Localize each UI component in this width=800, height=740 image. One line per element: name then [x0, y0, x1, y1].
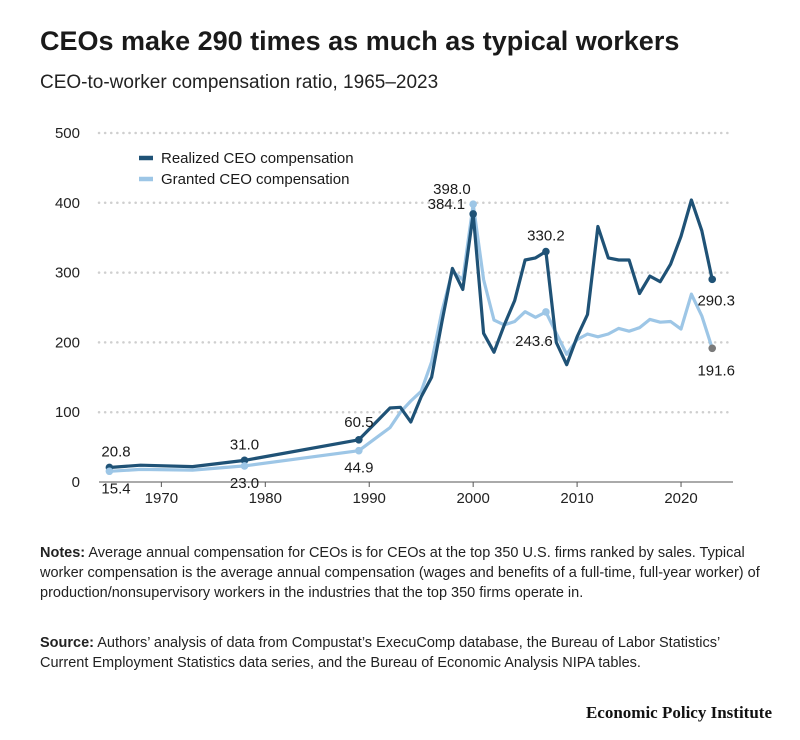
granted-series-line: [107, 202, 714, 473]
marker-realized-1989: [355, 435, 363, 444]
marker-realized-2023: [708, 275, 717, 284]
x-tick-label-1970: 1970: [145, 490, 178, 507]
x-tick-label-1990: 1990: [353, 490, 386, 507]
marker-realized-2000: [469, 210, 477, 218]
notes: Notes: Average annual compensation for C…: [40, 543, 765, 603]
data-label-20.8: 20.8: [101, 443, 130, 460]
data-label-330.2: 330.2: [527, 228, 565, 245]
y-tick-label-400: 400: [55, 195, 80, 212]
source: Source: Authors’ analysis of data from C…: [40, 633, 765, 673]
y-tick-label-100: 100: [55, 404, 80, 421]
marker-realized-1978: [240, 456, 249, 465]
y-tick-label-0: 0: [72, 474, 80, 491]
legend-label-realized: Realized CEO compensation: [161, 150, 354, 167]
data-markers: [105, 200, 717, 476]
source-label: Source:: [40, 635, 94, 651]
marker-granted-2023: [708, 344, 717, 353]
legend-label-granted: Granted CEO compensation: [161, 171, 349, 188]
y-tick-label-300: 300: [55, 265, 80, 282]
data-label-384.1: 384.1: [428, 196, 466, 213]
series-lines: [107, 198, 714, 473]
marker-granted-2000: [469, 200, 477, 208]
data-label-60.5: 60.5: [344, 414, 373, 431]
x-tick-label-1980: 1980: [249, 490, 282, 507]
data-label-15.4: 15.4: [101, 480, 130, 497]
notes-label: Notes:: [40, 545, 86, 561]
chart-title: CEOs make 290 times as much as typical w…: [40, 26, 680, 56]
realized-series-line: [107, 198, 714, 470]
x-tick-label-2010: 2010: [560, 490, 593, 507]
axes: 0 100 200 300 400 500 1970 1980 1990 2000 2010 2020: [55, 125, 733, 507]
marker-granted-2007: [542, 308, 550, 316]
chart-subtitle: CEO-to-worker compensation ratio, 1965–2…: [40, 72, 439, 93]
marker-granted-1965: [105, 467, 114, 476]
data-label-191.6: 191.6: [697, 362, 735, 379]
marker-granted-1978: [240, 462, 249, 470]
source-text: Authors’ analysis of data from Compustat…: [40, 635, 720, 671]
data-label-290.3: 290.3: [697, 292, 735, 309]
data-label-31.0: 31.0: [230, 436, 259, 453]
x-tick-label-2020: 2020: [664, 490, 697, 507]
data-label-23.0: 23.0: [230, 475, 259, 492]
line-chart: 0 100 200 300 400 500 1970 1980 1990 2000 2010 2020…: [55, 125, 735, 507]
marker-realized-2007: [542, 247, 550, 256]
publisher-credit: Economic Policy Institute: [585, 703, 772, 722]
data-label-243.6: 243.6: [515, 333, 553, 350]
legend: Realized CEO compensation Granted CEO com…: [139, 150, 354, 188]
data-label-398.0: 398.0: [433, 181, 471, 198]
data-label-44.9: 44.9: [344, 460, 373, 477]
x-tick-label-2000: 2000: [456, 490, 489, 507]
notes-text: Average annual compensation for CEOs is …: [40, 545, 760, 601]
y-tick-label-200: 200: [55, 334, 80, 351]
y-tick-label-500: 500: [55, 125, 80, 142]
marker-granted-1989: [355, 446, 363, 455]
